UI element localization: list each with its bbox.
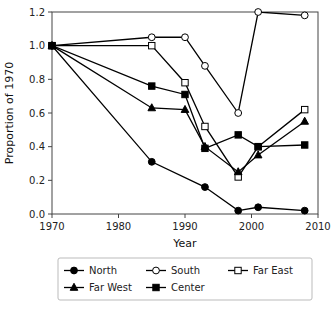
point [202,145,208,151]
x-tick-label: 1990 [172,221,197,232]
point [302,106,308,112]
series-line [52,46,305,211]
y-tick-label: 0.6 [29,108,45,119]
y-tick-label: 0.0 [29,209,45,220]
x-tick [185,214,186,218]
y-tick [48,146,52,147]
point [182,80,188,86]
y-tick-label: 1.2 [29,7,45,18]
legend-marker [153,267,160,274]
point [182,91,188,97]
legend-marker [153,284,159,290]
point [202,62,209,69]
legend-label: South [171,265,200,276]
point [49,42,56,49]
x-tick [118,214,119,218]
x-tick-label: 1970 [39,221,64,232]
x-tick-label: 1980 [106,221,131,232]
legend: North South Far East Far West Center [58,258,312,300]
legend-label: Center [171,282,206,293]
point [182,34,189,41]
y-tick [48,12,52,13]
point [235,110,242,117]
point [255,143,261,149]
y-tick [48,180,52,181]
y-tick [48,79,52,80]
point [302,142,308,148]
point [301,117,309,124]
plot-frame [52,12,318,214]
legend-marker [70,283,78,290]
point [48,41,56,48]
point [202,184,209,191]
lines [52,12,305,211]
x-tick-label: 2000 [239,221,264,232]
point [49,42,55,48]
markers [48,9,308,214]
x-axis-label: Year [172,237,197,250]
point [255,204,262,211]
y-tick-label: 0.8 [29,74,45,85]
legend-label: Far East [253,265,293,276]
point [234,168,242,175]
x-tick [318,214,319,218]
y-tick-label: 1.0 [29,40,45,51]
legend-label: North [89,265,117,276]
series-line [52,46,305,177]
x-tick [251,214,252,218]
point [301,12,308,19]
series-line [52,12,305,113]
legend-label: Far West [89,282,132,293]
legend-box [58,258,312,300]
point [255,9,262,16]
point [149,42,155,48]
point [148,158,155,165]
legend-marker [235,267,241,273]
y-tick [48,214,52,215]
point [148,34,155,41]
x-tick [52,214,53,218]
x-tick-label: 2010 [305,221,330,232]
point [148,104,156,111]
legend-marker [71,267,78,274]
point [235,207,242,214]
point [255,143,261,149]
point [49,42,56,49]
y-tick-label: 0.2 [29,175,45,186]
series-line [52,46,305,149]
point [181,105,189,112]
point [149,83,155,89]
y-tick-label: 0.4 [29,141,45,152]
point [49,42,55,48]
series-line [52,46,305,172]
y-axis-label: Proportion of 1970 [3,62,16,164]
point [254,151,262,158]
point [202,123,208,129]
point [235,132,241,138]
point [301,207,308,214]
chart: 0.0 0.2 0.4 0.6 0.8 1.0 1.2 1970 1980 1990 2000 201… [0,0,332,330]
y-tick [48,113,52,114]
